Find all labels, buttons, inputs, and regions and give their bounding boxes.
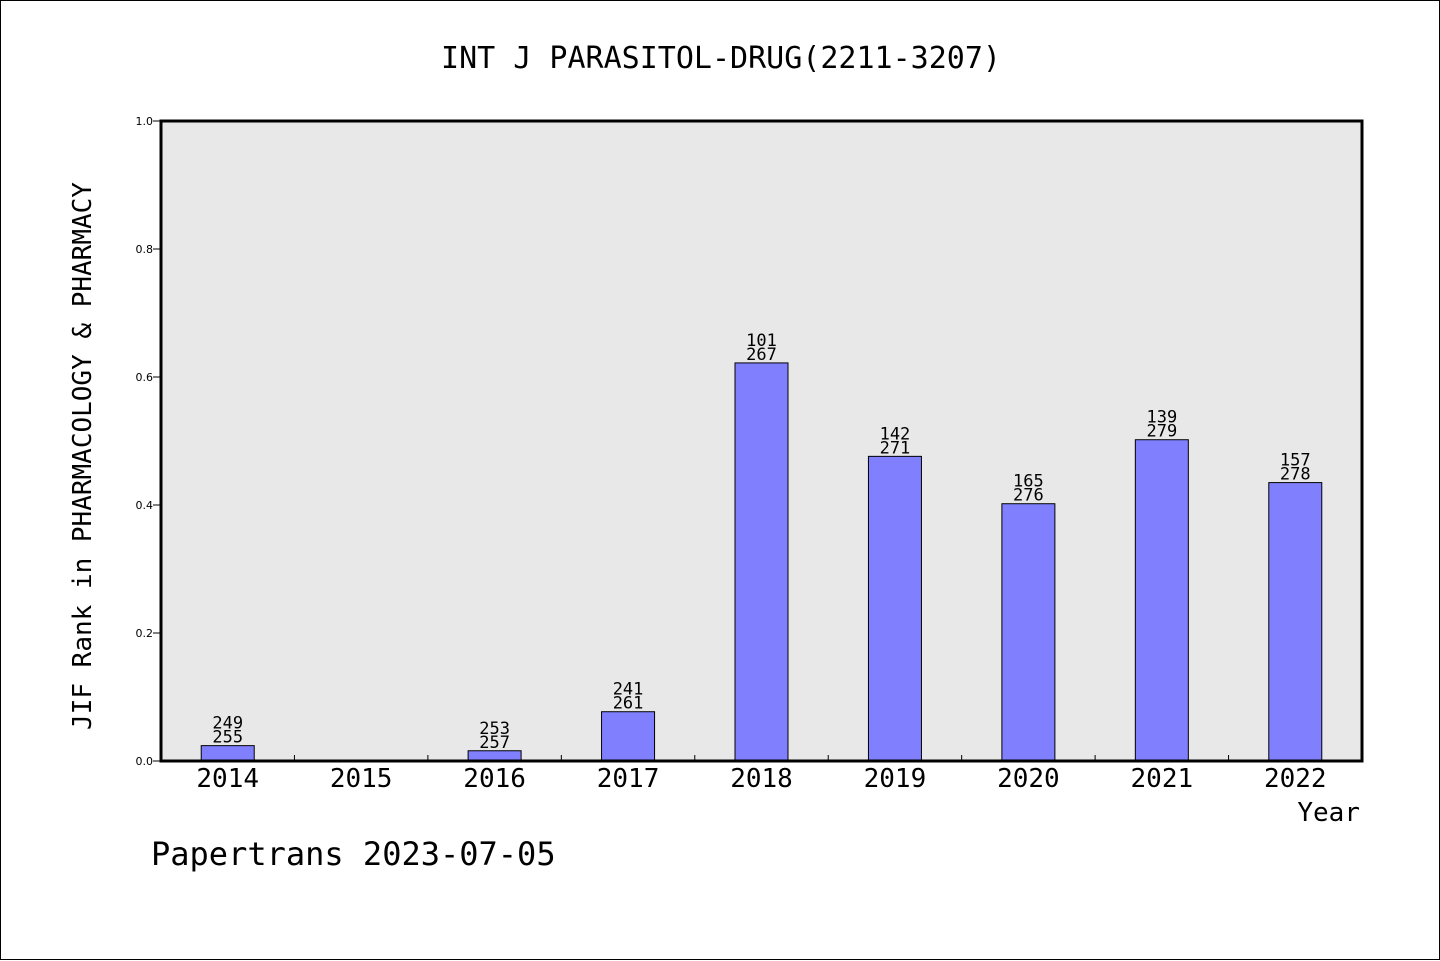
y-axis-label: JIF Rank in PHARMACOLOGY & PHARMACY: [68, 182, 98, 730]
bar-2020: [1001, 503, 1056, 762]
bar-2017: [601, 711, 656, 762]
x-axis-label: Year: [1297, 798, 1360, 828]
bar-rank-label: 142: [880, 424, 911, 444]
y-tick-label: 0.2: [136, 627, 154, 640]
bar-total-label: 267: [746, 345, 777, 365]
x-tick-label: 2017: [597, 764, 660, 794]
y-tick-label: 0.0: [136, 755, 154, 768]
bar-total-label: 278: [1280, 465, 1311, 485]
bar-rank-label: 101: [746, 331, 777, 351]
bar-2019: [867, 455, 922, 762]
y-tick-label: 0.8: [136, 243, 154, 256]
bar-rank-label: 249: [212, 714, 243, 734]
bar-2014: [200, 745, 255, 762]
bar-rank-label: 241: [613, 680, 644, 700]
x-tick-label: 2014: [196, 764, 259, 794]
bar-rank-label: 253: [479, 719, 510, 739]
bar-total-label: 261: [613, 694, 644, 714]
bar-total-label: 271: [880, 438, 911, 458]
x-tick-label: 2018: [730, 764, 793, 794]
chart-title: INT J PARASITOL-DRUG(2211-3207): [441, 41, 1001, 76]
x-tick-label: 2021: [1131, 764, 1194, 794]
x-tick-label: 2022: [1264, 764, 1327, 794]
x-tick-label: 2020: [997, 764, 1060, 794]
bar-2022: [1268, 482, 1323, 762]
bar-rank-label: 139: [1146, 408, 1177, 428]
bar-2018: [734, 362, 789, 762]
bar-rank-label: 165: [1013, 472, 1044, 492]
bar-2021: [1134, 439, 1189, 762]
plot-border: [159, 119, 1364, 763]
x-tick-label: 2015: [330, 764, 393, 794]
source-footer: Papertrans 2023-07-05: [151, 835, 556, 873]
x-tick-label: 2016: [463, 764, 526, 794]
bar-total-label: 279: [1146, 422, 1177, 442]
x-tick-label: 2019: [864, 764, 927, 794]
y-tick-label: 0.4: [136, 499, 154, 512]
y-tick-label: 0.6: [136, 371, 154, 384]
bar-total-label: 257: [479, 733, 510, 753]
x-axis-ticks: 2014 2015 2016 2017 2018 2019 2020 2021 2022: [196, 755, 1327, 794]
bar-total-label: 276: [1013, 486, 1044, 506]
bar-total-label: 255: [212, 728, 243, 748]
bars-group: [200, 362, 1323, 762]
y-tick-label: 1.0: [136, 115, 154, 128]
bar-rank-label: 157: [1280, 451, 1311, 471]
y-axis-ticks: 0.0 0.2 0.4 0.6 0.8 1.0: [136, 115, 161, 768]
